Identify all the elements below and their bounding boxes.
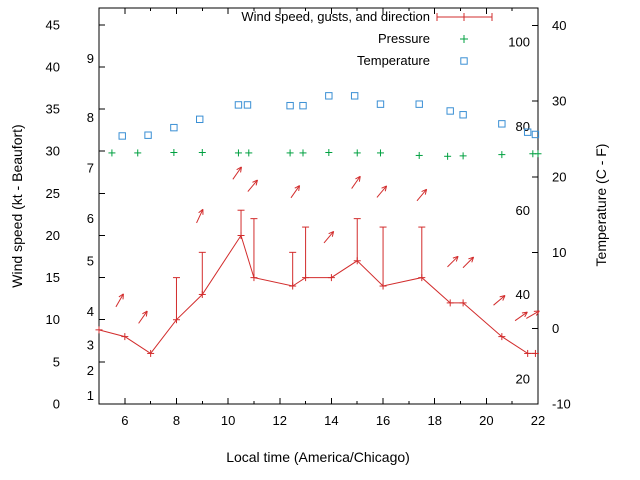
x-axis-title: Local time (America/Chicago) xyxy=(226,449,410,465)
wind-series xyxy=(95,209,539,357)
svg-text:25: 25 xyxy=(46,186,60,201)
svg-text:9: 9 xyxy=(87,51,94,66)
svg-text:0: 0 xyxy=(53,397,60,412)
svg-text:8: 8 xyxy=(87,110,94,125)
svg-text:16: 16 xyxy=(376,413,390,428)
svg-text:100: 100 xyxy=(508,35,530,50)
svg-text:6: 6 xyxy=(121,413,128,428)
svg-text:45: 45 xyxy=(46,17,60,32)
legend: Wind speed, gusts, and direction Pressur… xyxy=(241,9,493,68)
legend-temperature-label: Temperature xyxy=(357,53,430,68)
svg-text:18: 18 xyxy=(427,413,441,428)
svg-text:3: 3 xyxy=(87,338,94,353)
svg-text:7: 7 xyxy=(87,161,94,176)
svg-text:0: 0 xyxy=(552,321,559,336)
svg-text:30: 30 xyxy=(46,144,60,159)
x-axis-ticks: 6 8 10 12 14 16 18 20 22 xyxy=(98,8,545,428)
svg-text:4: 4 xyxy=(87,304,94,319)
svg-text:5: 5 xyxy=(87,253,94,268)
legend-wind-label: Wind speed, gusts, and direction xyxy=(241,9,430,24)
svg-text:40: 40 xyxy=(552,18,566,33)
beaufort-scale-labels: 1 2 3 4 5 6 7 8 9 xyxy=(87,51,94,403)
svg-text:10: 10 xyxy=(552,245,566,260)
fahrenheit-scale-labels: 20 40 60 80 100 xyxy=(508,35,530,387)
svg-text:40: 40 xyxy=(46,59,60,74)
svg-text:2: 2 xyxy=(87,363,94,378)
svg-text:20: 20 xyxy=(46,228,60,243)
svg-text:14: 14 xyxy=(324,413,338,428)
svg-text:10: 10 xyxy=(46,312,60,327)
svg-text:5: 5 xyxy=(53,354,60,369)
svg-text:6: 6 xyxy=(87,211,94,226)
wind-direction-arrows xyxy=(115,166,540,324)
legend-pressure-label: Pressure xyxy=(378,31,430,46)
left-y-axis-title: Wind speed (kt - Beaufort) xyxy=(9,124,25,287)
svg-text:15: 15 xyxy=(46,270,60,285)
svg-text:22: 22 xyxy=(531,413,545,428)
legend-samples xyxy=(436,13,493,65)
pressure-series xyxy=(108,148,542,160)
svg-text:10: 10 xyxy=(221,413,235,428)
svg-text:8: 8 xyxy=(173,413,180,428)
svg-text:80: 80 xyxy=(516,119,530,134)
plot-border xyxy=(98,7,539,405)
svg-text:20: 20 xyxy=(479,413,493,428)
svg-text:12: 12 xyxy=(273,413,287,428)
temperature-series xyxy=(118,92,540,140)
svg-text:30: 30 xyxy=(552,94,566,109)
svg-text:20: 20 xyxy=(552,169,566,184)
svg-text:1: 1 xyxy=(87,388,94,403)
svg-text:40: 40 xyxy=(516,287,530,302)
chart-render-layer: 6 8 10 12 14 16 18 20 22051015202530354045123456… xyxy=(46,7,571,428)
svg-text:35: 35 xyxy=(46,102,60,117)
right-y-axis-title: Temperature (C - F) xyxy=(593,144,609,267)
svg-text:60: 60 xyxy=(516,203,530,218)
right-axis-ticks: -10 0 10 20 30 40 xyxy=(532,18,571,412)
svg-text:20: 20 xyxy=(516,371,530,386)
svg-text:-10: -10 xyxy=(552,397,571,412)
